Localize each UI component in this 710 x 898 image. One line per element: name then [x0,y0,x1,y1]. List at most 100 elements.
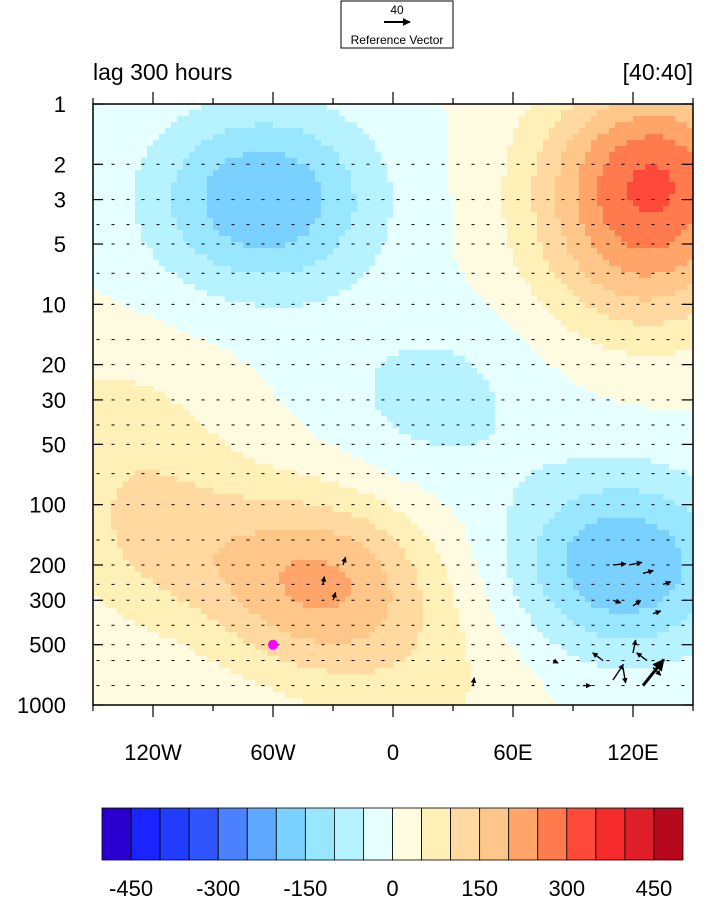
field-cell [261,146,268,153]
field-cell [189,608,196,615]
field-cell [207,338,214,345]
field-cell [339,398,346,405]
field-cell [111,542,118,549]
field-cell [303,242,310,249]
field-cell [129,242,136,249]
field-cell [267,356,274,363]
field-cell [255,482,262,489]
field-cell [171,518,178,525]
field-cell [201,104,208,111]
field-cell [189,548,196,555]
field-cell [153,308,160,315]
field-cell [369,608,376,615]
field-cell [183,368,190,375]
field-cell [105,440,112,447]
field-cell [237,302,244,309]
field-cell [111,236,118,243]
field-cell [111,632,118,639]
field-cell [297,296,304,303]
field-cell [237,248,244,255]
field-cell [387,194,394,201]
field-cell [369,560,376,567]
field-cell [141,386,148,393]
field-cell [297,140,304,147]
field-cell [369,638,376,645]
field-cell [327,164,334,171]
field-cell [171,266,178,273]
field-cell [189,686,196,693]
field-cell [261,194,268,201]
field-cell [243,344,250,351]
field-cell [159,572,166,579]
field-cell [147,320,154,327]
field-cell [153,650,160,657]
field-cell [327,644,334,651]
field-cell [153,668,160,675]
field-cell [363,230,370,237]
field-cell [285,392,292,399]
field-cell [225,524,232,531]
field-cell [243,632,250,639]
field-cell [141,614,148,621]
field-cell [207,164,214,171]
field-cell [243,662,250,669]
field-cell [363,296,370,303]
field-cell [123,416,130,423]
field-cell [267,278,274,285]
field-cell [165,134,172,141]
field-cell [357,302,364,309]
field-cell [357,620,364,627]
field-cell [201,440,208,447]
field-cell [99,104,106,111]
field-cell [177,152,184,159]
field-cell [321,554,328,561]
field-cell [369,362,376,369]
field-cell [381,194,388,201]
field-cell [333,566,340,573]
field-cell [339,416,346,423]
field-cell [153,110,160,117]
field-cell [309,206,316,213]
field-cell [99,398,106,405]
field-cell [345,362,352,369]
field-cell [141,200,148,207]
field-cell [267,674,274,681]
field-cell [261,158,268,165]
field-cell [363,674,370,681]
field-cell [159,224,166,231]
field-cell [369,452,376,459]
field-cell [279,488,286,495]
field-cell [279,608,286,615]
field-cell [327,356,334,363]
field-cell [387,152,394,159]
field-cell [285,668,292,675]
field-cell [279,458,286,465]
field-cell [267,224,274,231]
field-cell [195,308,202,315]
field-cell [279,140,286,147]
field-cell [291,668,298,675]
field-cell [267,392,274,399]
field-cell [321,218,328,225]
field-cell [339,290,346,297]
field-cell [285,380,292,387]
field-cell [309,512,316,519]
field-cell [321,572,328,579]
field-cell [147,314,154,321]
field-cell [117,578,124,585]
field-cell [345,218,352,225]
field-cell [249,320,256,327]
field-cell [159,188,166,195]
field-cell [255,686,262,693]
field-cell [303,188,310,195]
field-cell [345,440,352,447]
field-cell [345,398,352,405]
field-cell [129,542,136,549]
field-cell [123,512,130,519]
field-cell [345,488,352,495]
field-cell [153,422,160,429]
field-cell [375,194,382,201]
field-cell [117,428,124,435]
field-cell [177,560,184,567]
